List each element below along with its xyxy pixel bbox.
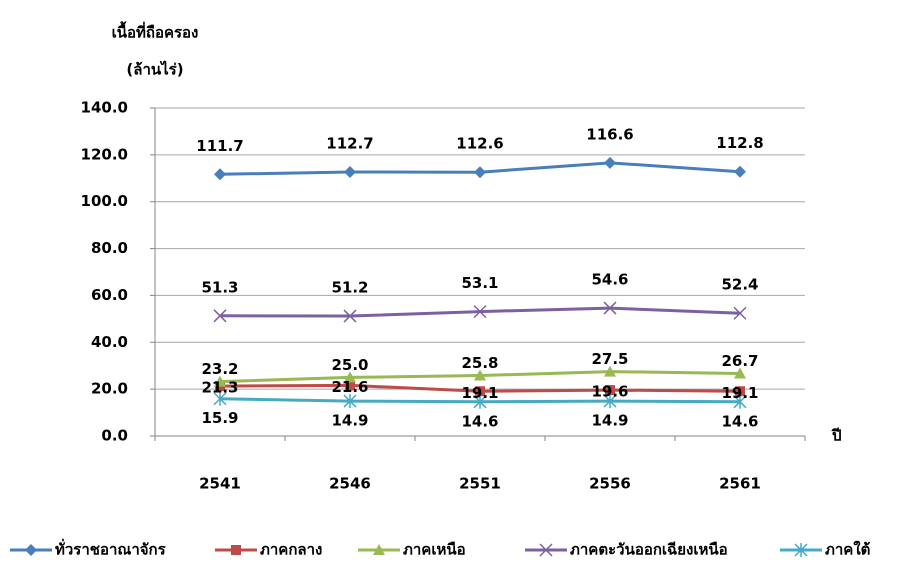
legend-item: ภาคใต้ bbox=[780, 541, 870, 559]
marker bbox=[343, 309, 357, 323]
data-label: 14.9 bbox=[331, 412, 368, 430]
marker bbox=[734, 165, 746, 178]
x-tick-label: 2546 bbox=[329, 475, 371, 493]
marker bbox=[231, 545, 241, 555]
marker bbox=[214, 375, 226, 387]
marker bbox=[473, 305, 487, 319]
marker bbox=[539, 543, 553, 557]
marker bbox=[733, 394, 747, 409]
y-tick-label: 0.0 bbox=[101, 427, 128, 445]
marker bbox=[794, 543, 808, 557]
y-tick-label: 140.0 bbox=[81, 99, 128, 117]
legend-label: ภาคเหนือ bbox=[403, 541, 466, 559]
marker bbox=[603, 394, 617, 409]
data-label: 21.3 bbox=[201, 379, 238, 397]
x-tick-label: 2556 bbox=[589, 475, 631, 493]
legend-item: ภาคเหนือ bbox=[358, 541, 466, 559]
y-axis-label: (ล้านไร่) bbox=[126, 60, 183, 79]
marker bbox=[603, 301, 617, 315]
y-tick-label: 80.0 bbox=[91, 239, 128, 257]
marker bbox=[345, 380, 355, 391]
marker bbox=[475, 386, 485, 397]
data-label: 51.3 bbox=[201, 278, 238, 296]
marker bbox=[473, 394, 487, 409]
data-label: 112.8 bbox=[716, 134, 763, 152]
data-label: 111.7 bbox=[196, 137, 243, 155]
y-tick-label: 20.0 bbox=[91, 380, 128, 398]
data-label: 19.6 bbox=[591, 383, 628, 401]
data-label: 53.1 bbox=[461, 274, 498, 292]
data-label: 21.6 bbox=[331, 378, 368, 396]
marker bbox=[734, 367, 746, 379]
data-label: 112.7 bbox=[326, 134, 373, 152]
y-tick-label: 40.0 bbox=[91, 333, 128, 351]
x-tick-label: 2561 bbox=[719, 475, 761, 493]
marker bbox=[373, 544, 385, 555]
marker bbox=[213, 391, 227, 406]
marker bbox=[474, 369, 486, 381]
marker bbox=[343, 394, 357, 409]
x-tick-label: 2541 bbox=[199, 475, 241, 493]
marker bbox=[474, 166, 486, 179]
marker bbox=[344, 371, 356, 383]
data-label: 14.6 bbox=[461, 412, 498, 430]
data-label: 112.6 bbox=[456, 135, 503, 153]
data-label: 116.6 bbox=[586, 125, 633, 143]
legend-label: ภาคกลาง bbox=[260, 541, 322, 559]
legend-label: ทั่วราชอาณาจักร bbox=[55, 539, 167, 559]
data-label: 23.2 bbox=[201, 360, 238, 378]
marker bbox=[733, 306, 747, 320]
marker bbox=[604, 156, 616, 169]
x-axis-label: ปี bbox=[831, 427, 841, 445]
data-label: 26.7 bbox=[721, 352, 758, 370]
marker bbox=[344, 165, 356, 178]
marker bbox=[735, 386, 745, 397]
data-label: 51.2 bbox=[331, 279, 368, 297]
data-label: 25.8 bbox=[461, 354, 498, 372]
data-label: 52.4 bbox=[721, 276, 758, 294]
data-label: 27.5 bbox=[591, 350, 628, 368]
legend-item: ภาคตะวันออกเฉียงเหนือ bbox=[525, 541, 728, 559]
data-label: 19.1 bbox=[461, 384, 498, 402]
legend-label: ภาคใต้ bbox=[825, 541, 870, 559]
data-label: 19.1 bbox=[721, 384, 758, 402]
data-label: 25.0 bbox=[331, 356, 368, 374]
marker bbox=[25, 544, 37, 556]
data-label: 14.9 bbox=[591, 412, 628, 430]
legend-item: ภาคกลาง bbox=[215, 541, 322, 559]
marker bbox=[213, 309, 227, 323]
y-tick-label: 60.0 bbox=[91, 286, 128, 304]
data-label: 14.6 bbox=[721, 412, 758, 430]
marker bbox=[604, 365, 616, 377]
y-tick-label: 100.0 bbox=[81, 192, 128, 210]
data-label: 15.9 bbox=[201, 409, 238, 427]
y-tick-label: 120.0 bbox=[81, 145, 128, 163]
marker bbox=[605, 385, 615, 396]
y-axis-label: เนื้อที่ถือครอง bbox=[112, 21, 199, 42]
data-label: 54.6 bbox=[591, 271, 628, 289]
legend-item: ทั่วราชอาณาจักร bbox=[10, 539, 167, 559]
legend-label: ภาคตะวันออกเฉียงเหนือ bbox=[570, 541, 728, 559]
marker bbox=[214, 168, 226, 181]
x-tick-label: 2551 bbox=[459, 475, 501, 493]
